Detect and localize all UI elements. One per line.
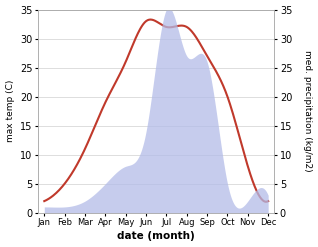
Y-axis label: max temp (C): max temp (C) (5, 80, 15, 142)
Y-axis label: med. precipitation (kg/m2): med. precipitation (kg/m2) (303, 50, 313, 172)
X-axis label: date (month): date (month) (117, 231, 195, 242)
